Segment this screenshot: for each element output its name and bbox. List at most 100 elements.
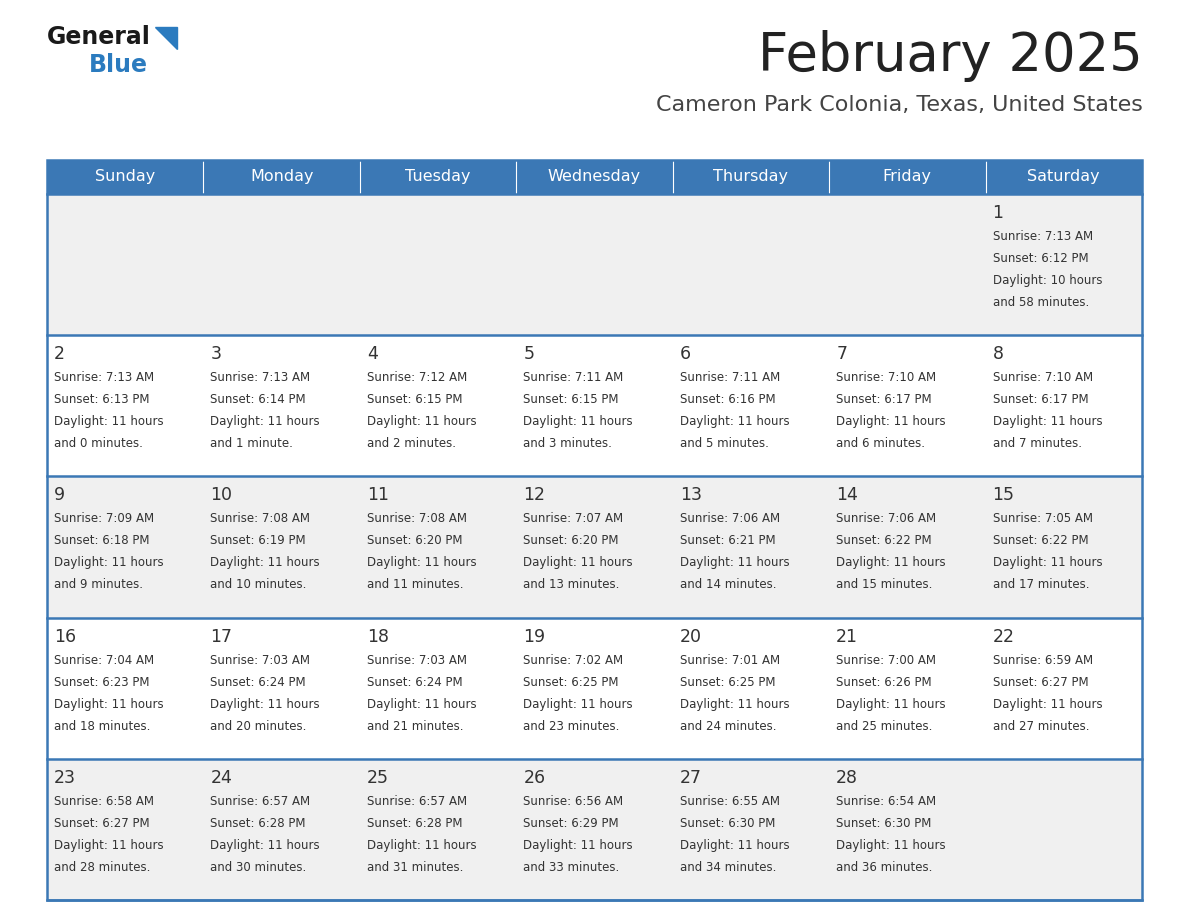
Text: Daylight: 11 hours: Daylight: 11 hours <box>523 839 633 852</box>
Text: and 36 minutes.: and 36 minutes. <box>836 861 933 874</box>
Text: and 17 minutes.: and 17 minutes. <box>992 578 1089 591</box>
Text: and 58 minutes.: and 58 minutes. <box>992 296 1089 309</box>
Text: Sunrise: 7:01 AM: Sunrise: 7:01 AM <box>680 654 779 666</box>
Text: Daylight: 11 hours: Daylight: 11 hours <box>367 556 476 569</box>
Text: Sunset: 6:19 PM: Sunset: 6:19 PM <box>210 534 307 547</box>
Text: and 11 minutes.: and 11 minutes. <box>367 578 463 591</box>
Text: Daylight: 11 hours: Daylight: 11 hours <box>210 839 320 852</box>
Text: Sunset: 6:25 PM: Sunset: 6:25 PM <box>680 676 776 688</box>
Text: 16: 16 <box>53 628 76 645</box>
Text: Daylight: 11 hours: Daylight: 11 hours <box>53 556 164 569</box>
Text: Sunrise: 7:11 AM: Sunrise: 7:11 AM <box>523 371 624 385</box>
Text: and 7 minutes.: and 7 minutes. <box>992 437 1081 450</box>
Text: Sunrise: 7:03 AM: Sunrise: 7:03 AM <box>210 654 310 666</box>
Text: Daylight: 11 hours: Daylight: 11 hours <box>523 556 633 569</box>
Bar <box>986 160 1142 194</box>
Text: and 25 minutes.: and 25 minutes. <box>836 720 933 733</box>
Text: 11: 11 <box>367 487 388 504</box>
Text: Sunset: 6:27 PM: Sunset: 6:27 PM <box>53 817 150 830</box>
Text: Sunset: 6:25 PM: Sunset: 6:25 PM <box>523 676 619 688</box>
Text: 25: 25 <box>367 768 388 787</box>
Text: Sunset: 6:27 PM: Sunset: 6:27 PM <box>992 676 1088 688</box>
Text: 18: 18 <box>367 628 388 645</box>
Text: Sunrise: 7:13 AM: Sunrise: 7:13 AM <box>53 371 154 385</box>
Text: 10: 10 <box>210 487 233 504</box>
Text: Daylight: 11 hours: Daylight: 11 hours <box>53 698 164 711</box>
Text: Sunrise: 7:08 AM: Sunrise: 7:08 AM <box>367 512 467 525</box>
Text: and 27 minutes.: and 27 minutes. <box>992 720 1089 733</box>
Text: 20: 20 <box>680 628 702 645</box>
Text: 27: 27 <box>680 768 702 787</box>
Text: Sunrise: 7:13 AM: Sunrise: 7:13 AM <box>210 371 310 385</box>
Text: and 15 minutes.: and 15 minutes. <box>836 578 933 591</box>
Text: General: General <box>48 25 151 49</box>
Text: Daylight: 11 hours: Daylight: 11 hours <box>836 415 946 428</box>
Text: and 2 minutes.: and 2 minutes. <box>367 437 456 450</box>
Text: Sunrise: 7:00 AM: Sunrise: 7:00 AM <box>836 654 936 666</box>
Bar <box>360 160 517 194</box>
Text: 13: 13 <box>680 487 702 504</box>
Text: and 20 minutes.: and 20 minutes. <box>210 720 307 733</box>
Text: Sunrise: 6:57 AM: Sunrise: 6:57 AM <box>210 795 310 808</box>
Text: Wednesday: Wednesday <box>548 170 642 185</box>
Text: and 6 minutes.: and 6 minutes. <box>836 437 925 450</box>
Text: Sunrise: 7:13 AM: Sunrise: 7:13 AM <box>992 230 1093 243</box>
Text: Sunrise: 7:09 AM: Sunrise: 7:09 AM <box>53 512 154 525</box>
Text: 8: 8 <box>992 345 1004 364</box>
Text: and 14 minutes.: and 14 minutes. <box>680 578 776 591</box>
Text: Daylight: 11 hours: Daylight: 11 hours <box>680 415 789 428</box>
Text: 4: 4 <box>367 345 378 364</box>
Text: Daylight: 11 hours: Daylight: 11 hours <box>210 556 320 569</box>
Text: Sunset: 6:20 PM: Sunset: 6:20 PM <box>523 534 619 547</box>
Text: and 33 minutes.: and 33 minutes. <box>523 861 619 874</box>
Text: and 21 minutes.: and 21 minutes. <box>367 720 463 733</box>
Text: 24: 24 <box>210 768 233 787</box>
Text: Daylight: 11 hours: Daylight: 11 hours <box>680 698 789 711</box>
Text: 17: 17 <box>210 628 233 645</box>
Text: Sunrise: 7:12 AM: Sunrise: 7:12 AM <box>367 371 467 385</box>
Text: and 3 minutes.: and 3 minutes. <box>523 437 612 450</box>
Text: Daylight: 11 hours: Daylight: 11 hours <box>836 839 946 852</box>
Bar <box>48 160 1142 900</box>
Text: and 0 minutes.: and 0 minutes. <box>53 437 143 450</box>
Text: 15: 15 <box>992 487 1015 504</box>
Text: Sunrise: 7:06 AM: Sunrise: 7:06 AM <box>836 512 936 525</box>
Text: and 5 minutes.: and 5 minutes. <box>680 437 769 450</box>
Text: Sunset: 6:30 PM: Sunset: 6:30 PM <box>836 817 931 830</box>
Text: Sunset: 6:24 PM: Sunset: 6:24 PM <box>210 676 307 688</box>
Text: Sunset: 6:16 PM: Sunset: 6:16 PM <box>680 393 776 406</box>
Text: 19: 19 <box>523 628 545 645</box>
Bar <box>48 160 203 194</box>
Text: and 13 minutes.: and 13 minutes. <box>523 578 620 591</box>
Text: Sunrise: 7:06 AM: Sunrise: 7:06 AM <box>680 512 779 525</box>
Text: Sunset: 6:28 PM: Sunset: 6:28 PM <box>367 817 462 830</box>
Text: 28: 28 <box>836 768 858 787</box>
Text: Sunset: 6:22 PM: Sunset: 6:22 PM <box>992 534 1088 547</box>
Text: Sunset: 6:18 PM: Sunset: 6:18 PM <box>53 534 150 547</box>
Text: Daylight: 11 hours: Daylight: 11 hours <box>992 698 1102 711</box>
Text: Sunset: 6:17 PM: Sunset: 6:17 PM <box>992 393 1088 406</box>
Text: Tuesday: Tuesday <box>405 170 470 185</box>
Text: 9: 9 <box>53 487 65 504</box>
Text: Sunrise: 7:07 AM: Sunrise: 7:07 AM <box>523 512 624 525</box>
Text: Saturday: Saturday <box>1028 170 1100 185</box>
Text: Sunrise: 7:04 AM: Sunrise: 7:04 AM <box>53 654 154 666</box>
Text: 2: 2 <box>53 345 65 364</box>
Text: Sunrise: 7:03 AM: Sunrise: 7:03 AM <box>367 654 467 666</box>
Text: 12: 12 <box>523 487 545 504</box>
Text: 1: 1 <box>992 204 1004 222</box>
Text: Sunset: 6:30 PM: Sunset: 6:30 PM <box>680 817 775 830</box>
Text: Sunset: 6:13 PM: Sunset: 6:13 PM <box>53 393 150 406</box>
Text: Daylight: 11 hours: Daylight: 11 hours <box>523 415 633 428</box>
Bar <box>517 160 672 194</box>
Text: Sunrise: 7:08 AM: Sunrise: 7:08 AM <box>210 512 310 525</box>
Bar <box>48 618 1142 759</box>
Bar <box>48 335 1142 476</box>
Text: Sunrise: 7:11 AM: Sunrise: 7:11 AM <box>680 371 781 385</box>
Text: and 31 minutes.: and 31 minutes. <box>367 861 463 874</box>
Text: Daylight: 11 hours: Daylight: 11 hours <box>210 415 320 428</box>
Text: Daylight: 11 hours: Daylight: 11 hours <box>210 698 320 711</box>
Text: Daylight: 11 hours: Daylight: 11 hours <box>523 698 633 711</box>
Text: Cameron Park Colonia, Texas, United States: Cameron Park Colonia, Texas, United Stat… <box>656 95 1143 115</box>
Text: Daylight: 11 hours: Daylight: 11 hours <box>680 556 789 569</box>
